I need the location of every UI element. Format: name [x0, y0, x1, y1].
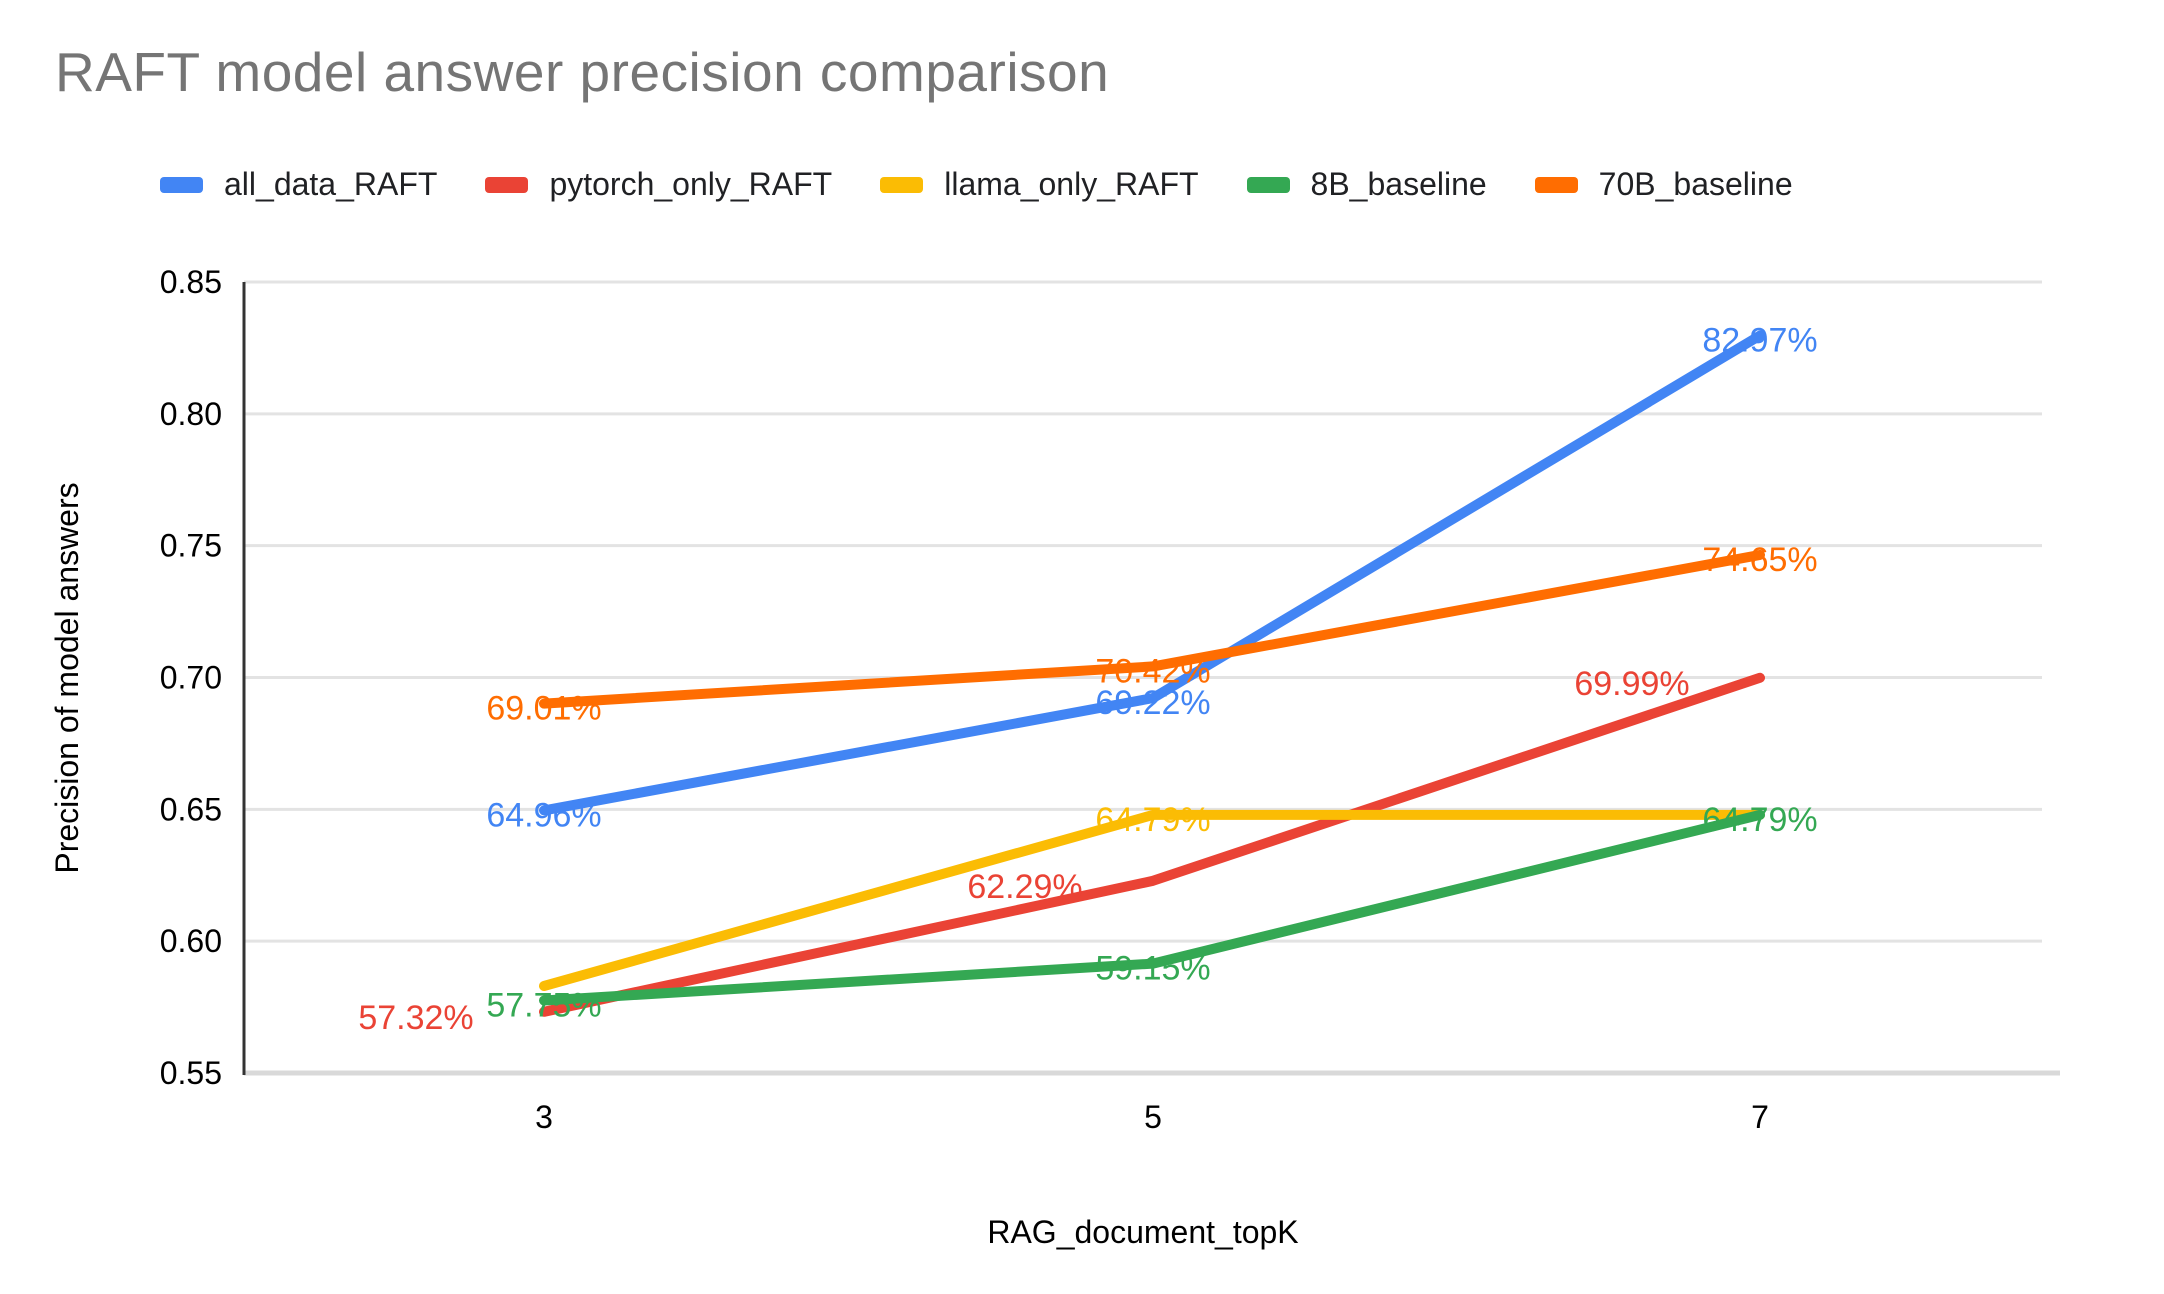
- y-tick-label: 0.65: [160, 791, 222, 827]
- legend-item-70b-baseline: 70B_baseline: [1534, 166, 1793, 203]
- chart-title: RAFT model answer precision comparison: [55, 41, 1110, 103]
- series-line-all_data_RAFT: [539, 330, 1765, 816]
- legend-label-pytorch-only-raft: pytorch_only_RAFT: [549, 166, 833, 202]
- x-tick-label: 3: [535, 1099, 553, 1135]
- x-tick-label: 7: [1751, 1099, 1769, 1135]
- legend-item-pytorch-only-raft: pytorch_only_RAFT: [485, 166, 832, 203]
- legend: all_data_RAFT pytorch_only_RAFT llama_on…: [160, 166, 1793, 203]
- series-line-70B_baseline: [539, 549, 1765, 709]
- point-label-pytorch_only_RAFT-x5: 62.29%: [967, 868, 1082, 906]
- x-tick-label: 5: [1144, 1099, 1162, 1135]
- legend-swatch-8b-baseline: [1246, 176, 1290, 193]
- y-axis-tick-labels: 0.85 0.80 0.75 0.70 0.65 0.60 0.55: [160, 264, 222, 1091]
- point-label-70B_baseline-x7: 74.65%: [1702, 541, 1817, 579]
- y-tick-label: 0.75: [160, 528, 222, 564]
- point-label-all_data_RAFT-x5: 69.22%: [1095, 684, 1210, 722]
- legend-label-llama-only-raft: llama_only_RAFT: [944, 166, 1199, 202]
- legend-item-8b-baseline: 8B_baseline: [1246, 166, 1487, 203]
- x-axis-tick-labels: 3 5 7: [535, 1099, 1769, 1135]
- legend-swatch-llama-only-raft: [880, 176, 924, 193]
- legend-swatch-all-data-raft: [160, 176, 203, 193]
- point-label-70B_baseline-x3: 69.01%: [486, 690, 601, 728]
- series-line-llama_only_RAFT: [539, 809, 1765, 991]
- y-tick-label: 0.70: [160, 660, 222, 696]
- series-line-pytorch_only_RAFT: [539, 672, 1765, 1017]
- point-label-70B_baseline-x5: 70.42%: [1095, 652, 1210, 690]
- y-tick-label: 0.85: [160, 264, 222, 300]
- y-tick-label: 0.80: [160, 396, 222, 432]
- point-label-8B_baseline-x3: 57.75%: [486, 986, 601, 1024]
- y-tick-label: 0.55: [160, 1055, 222, 1091]
- x-axis-title: RAG_document_topK: [987, 1214, 1298, 1250]
- series-lines: [539, 330, 1765, 1017]
- point-label-pytorch_only_RAFT-x3: 57.32%: [358, 999, 473, 1037]
- point-label-8B_baseline-x7: 64.79%: [1702, 801, 1817, 839]
- data-point-labels: 64.96% 69.22% 82.97% 57.32% 62.29% 69.99% 64.7…: [358, 322, 1817, 1037]
- point-label-all_data_RAFT-x3: 64.96%: [486, 796, 601, 834]
- point-label-llama_only_RAFT-x5: 64.79%: [1095, 801, 1210, 839]
- y-tick-label: 0.60: [160, 923, 222, 959]
- legend-item-llama-only-raft: llama_only_RAFT: [880, 166, 1199, 203]
- legend-label-all-data-raft: all_data_RAFT: [224, 166, 438, 202]
- point-label-pytorch_only_RAFT-x7: 69.99%: [1574, 665, 1689, 703]
- point-label-8B_baseline-x5: 59.15%: [1095, 950, 1210, 988]
- series-line-8B_baseline: [539, 809, 1765, 1006]
- y-axis-title: Precision of model answers: [49, 482, 85, 873]
- legend-label-8b-baseline: 8B_baseline: [1310, 166, 1487, 202]
- legend-item-all-data-raft: all_data_RAFT: [160, 166, 437, 203]
- legend-label-70b-baseline: 70B_baseline: [1598, 166, 1793, 202]
- legend-swatch-pytorch-only-raft: [485, 176, 529, 193]
- legend-swatch-70b-baseline: [1534, 176, 1578, 193]
- point-label-all_data_RAFT-x7: 82.97%: [1702, 322, 1817, 360]
